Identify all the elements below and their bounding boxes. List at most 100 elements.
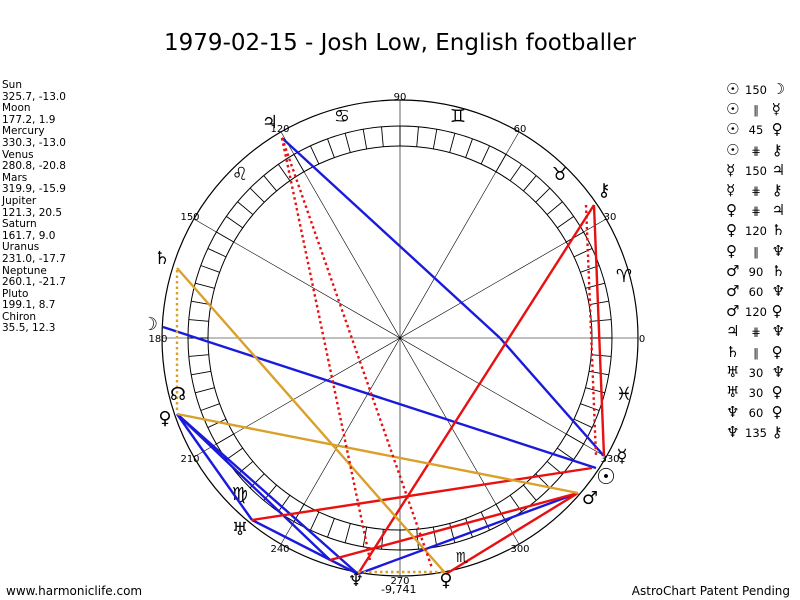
cancer-icon: ♋ — [334, 106, 350, 127]
aspect-row: ☉ ⋕ ⚷ — [726, 140, 783, 159]
planet-chiron: Chiron 35.5, 12.3 — [2, 310, 56, 335]
aspect-line — [280, 137, 372, 561]
aspect-line — [592, 204, 606, 457]
aspect-line — [176, 413, 331, 561]
venus-icon: ♀ — [439, 570, 452, 591]
tick-mark — [207, 418, 227, 429]
dotted-aspect-lines — [175, 137, 598, 574]
aspect-line — [176, 267, 447, 575]
degree-label-120: 120 — [270, 124, 289, 135]
planet-mars: Mars 319.9, -15.9 — [2, 171, 66, 196]
aspect-list: ☉ 150 ☽ ☉ ∥ ☿ ☉ 45 ♀ ☉ ⋕ ⚷ ☿ 150 ♃ ☿ ⋕ ⚷ ♀ ⋕ ♃ … — [726, 80, 790, 444]
aspect-row: ☉ 150 ☽ — [726, 80, 786, 98]
taurus-icon: ♉ — [552, 164, 568, 185]
aspect-row: ☿ ⋕ ⚷ — [726, 181, 783, 200]
aspect-row: ♂ 120 ♀ — [726, 302, 783, 321]
aspect-line — [176, 413, 359, 575]
degree-label-60: 60 — [514, 124, 527, 135]
moon-icon: ☽ — [142, 314, 158, 335]
uranus-icon: ♅ — [232, 519, 248, 540]
degree-label-90: 90 — [394, 92, 407, 103]
aspect-line — [251, 466, 593, 522]
tick-mark — [535, 187, 551, 203]
tick-mark — [591, 319, 612, 322]
tick-mark — [278, 164, 291, 181]
tick-mark — [449, 133, 456, 153]
degree-label-240: 240 — [270, 544, 289, 555]
tick-mark — [309, 511, 320, 531]
degree-label-300: 300 — [510, 544, 529, 555]
aspect-line — [176, 412, 579, 495]
degree-label-330: 330 — [600, 454, 619, 465]
planet-neptune: Neptune 260.1, -21.7 — [2, 264, 66, 289]
mars-icon: ♂ — [582, 488, 598, 509]
tick-mark — [591, 354, 612, 357]
tick-mark — [480, 145, 491, 165]
tick-mark — [188, 354, 209, 357]
tick-mark — [191, 370, 211, 376]
aspect-row: ☉ 45 ♀ — [726, 120, 783, 139]
aspect-row: ♅ 30 ♀ — [726, 383, 783, 402]
chiron-icon: ⚷ — [597, 180, 610, 201]
tick-mark — [226, 447, 243, 460]
tick-mark — [573, 418, 593, 429]
tick-mark — [237, 201, 254, 215]
tick-mark — [465, 518, 473, 538]
aspect-line — [162, 325, 597, 470]
tick-mark — [546, 201, 563, 215]
degree-label-270: 270 — [390, 576, 409, 587]
tick-mark — [207, 247, 227, 258]
aspect-line — [281, 137, 501, 339]
tick-mark — [188, 319, 209, 322]
pluto-icon: ♀ — [158, 408, 171, 429]
aspect-row: ☿ 150 ♃ — [726, 160, 786, 179]
aspect-line — [356, 204, 596, 575]
tick-mark — [327, 518, 335, 538]
degree-label-150: 150 — [180, 212, 199, 223]
planet-uranus: Uranus 231.0, -17.7 — [2, 241, 66, 265]
tick-mark — [309, 145, 320, 165]
tick-mark — [381, 126, 384, 147]
tick-mark — [344, 133, 351, 153]
division-line — [193, 218, 607, 458]
aries-icon: ♈ — [616, 266, 632, 287]
pisces-icon: ♓ — [616, 384, 632, 405]
aspect-row: ♅ 30 ♆ — [726, 362, 786, 381]
aspect-line — [329, 491, 579, 562]
aspect-line — [584, 204, 598, 457]
scorpio-icon: ♏ — [456, 550, 469, 566]
tick-mark — [278, 495, 291, 512]
planet-moon: Moon 177.2, 1.9 — [2, 102, 56, 126]
planet-mercury: Mercury 330.3, -13.0 — [2, 125, 66, 149]
footer-patent-note: AstroChart Patent Pending — [631, 584, 790, 598]
tick-mark — [580, 403, 600, 411]
chart-title: 1979-02-15 - Josh Low, English footballe… — [164, 30, 636, 56]
degree-label-210: 210 — [180, 454, 199, 465]
tick-mark — [195, 282, 215, 289]
tick-mark — [432, 129, 438, 149]
aspect-row: ♆ 60 ♀ — [726, 403, 783, 422]
planet-position-list: Sun 325.7, -13.0 Moon 177.2, 1.9 Mercury 33… — [2, 79, 66, 335]
aspect-row: ♆ 135 ⚷ — [726, 423, 783, 442]
tick-mark — [416, 529, 419, 550]
tick-mark — [509, 164, 522, 181]
degree-label-30: 30 — [604, 212, 617, 223]
planet-sun: Sun 325.7, -13.0 — [2, 79, 66, 103]
jupiter-icon: ♃ — [262, 112, 278, 133]
tick-mark — [573, 247, 593, 258]
tick-mark — [465, 138, 473, 158]
tick-mark — [557, 216, 574, 229]
tick-mark — [416, 126, 419, 147]
virgo-icon: ♍ — [232, 484, 248, 505]
aspect-lines — [162, 137, 606, 576]
aspect-row: ♃ ⋕ ♆ — [726, 322, 786, 341]
degree-label-0: 0 — [639, 334, 645, 345]
footer-website-link[interactable]: www.harmoniclife.com — [6, 584, 143, 598]
aspect-row: ♂ 60 ♆ — [726, 282, 786, 301]
leo-icon: ♌ — [232, 164, 248, 185]
tick-mark — [195, 387, 215, 394]
node-icon: ☊ — [170, 384, 186, 405]
tick-mark — [237, 461, 254, 475]
aspect-row: ♂ 90 ♄ — [726, 261, 786, 280]
neptune-icon: ♆ — [348, 570, 364, 591]
